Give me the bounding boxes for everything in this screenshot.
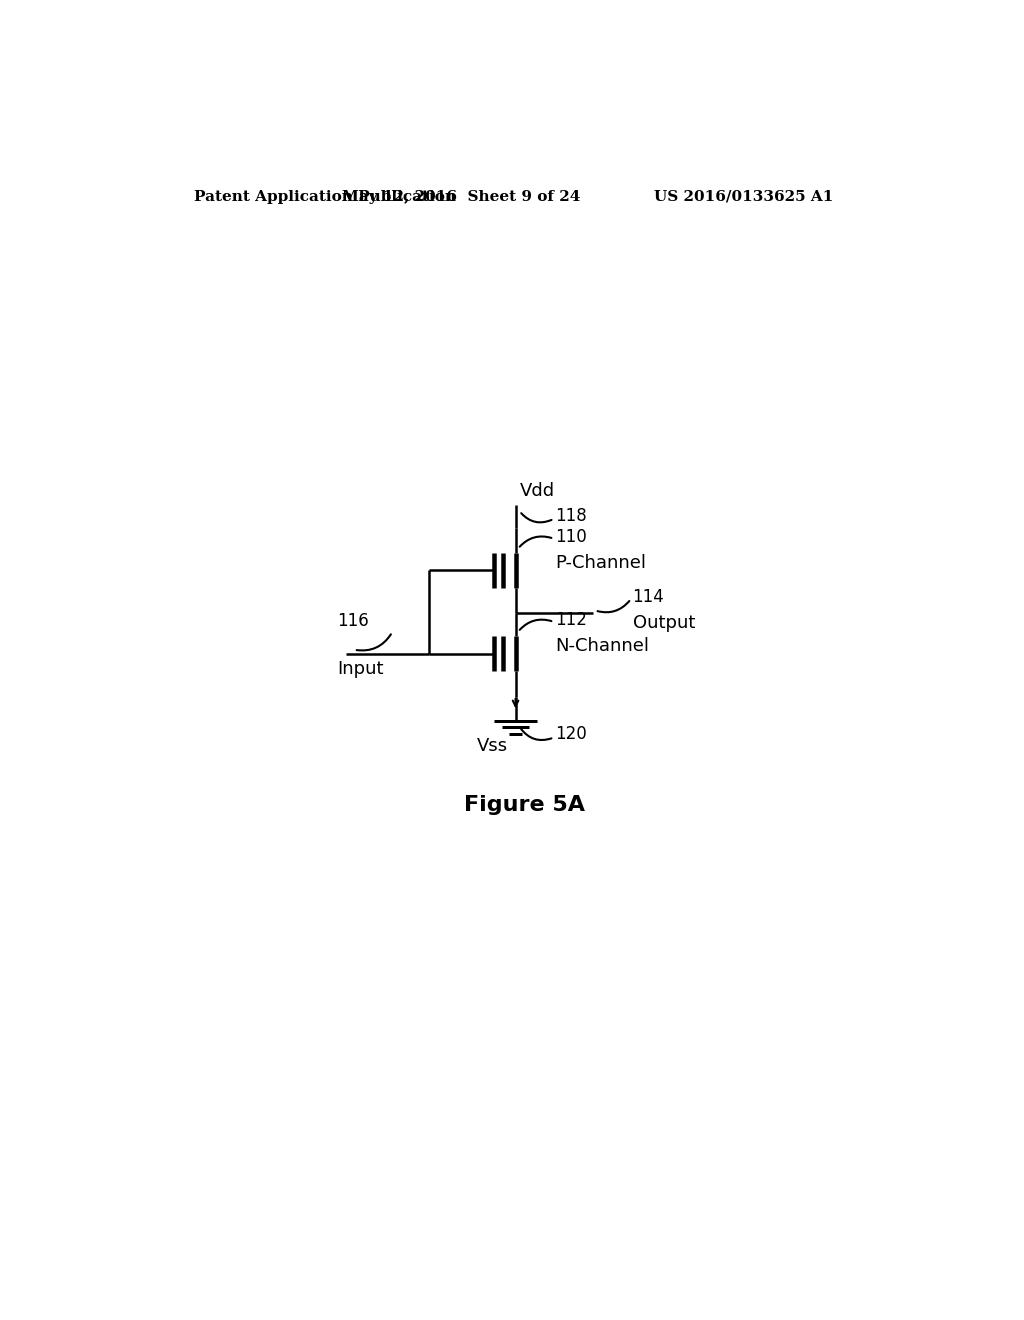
Text: Output: Output (633, 614, 695, 632)
Text: Patent Application Publication: Patent Application Publication (194, 190, 456, 203)
Text: 112: 112 (556, 611, 588, 630)
Text: 116: 116 (337, 612, 369, 631)
Text: P-Channel: P-Channel (556, 554, 646, 572)
Text: Input: Input (337, 660, 383, 677)
Text: Figure 5A: Figure 5A (464, 795, 586, 816)
Text: 120: 120 (556, 726, 588, 743)
Text: Vdd: Vdd (519, 482, 555, 500)
Text: US 2016/0133625 A1: US 2016/0133625 A1 (654, 190, 834, 203)
Text: 114: 114 (633, 589, 665, 606)
Text: 118: 118 (556, 507, 588, 524)
Text: Vss: Vss (477, 738, 508, 755)
Text: 110: 110 (556, 528, 588, 546)
Text: May 12, 2016  Sheet 9 of 24: May 12, 2016 Sheet 9 of 24 (342, 190, 581, 203)
Text: N-Channel: N-Channel (556, 638, 649, 655)
